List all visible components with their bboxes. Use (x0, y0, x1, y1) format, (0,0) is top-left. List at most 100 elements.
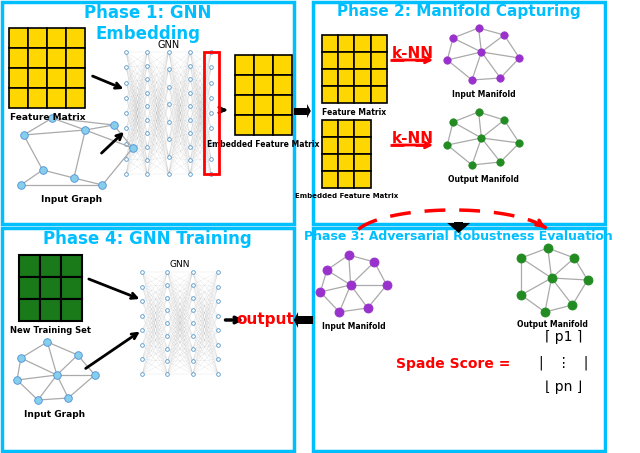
Point (72, 352, 83, 359)
Point (213, 341, 223, 348)
Point (137, 341, 147, 348)
Bar (204, 52, 219, 174)
Point (495, 159, 506, 166)
Point (90, 371, 100, 379)
Point (163, 307, 173, 314)
Text: New Training Set: New Training Set (10, 326, 91, 335)
Point (38, 166, 48, 173)
Text: Embedded Feature Matrix: Embedded Feature Matrix (207, 140, 319, 149)
Point (164, 170, 174, 178)
Bar (28, 88, 47, 108)
Point (188, 332, 198, 339)
Point (213, 327, 223, 334)
Point (164, 135, 174, 143)
Bar (61, 277, 81, 299)
Point (164, 153, 174, 160)
Point (206, 48, 216, 56)
Point (69, 174, 79, 182)
Text: Input Graph: Input Graph (24, 410, 86, 419)
Point (121, 63, 131, 71)
Bar (298, 316, 313, 324)
Bar (371, 69, 387, 86)
Point (188, 345, 198, 352)
Text: output: output (236, 312, 294, 327)
Bar (273, 75, 292, 95)
Point (137, 312, 147, 319)
Point (163, 345, 173, 352)
Bar (10, 48, 28, 68)
Point (185, 130, 195, 137)
Point (213, 371, 223, 378)
Point (206, 155, 216, 162)
Point (516, 291, 526, 299)
Bar (235, 55, 254, 75)
Point (16, 354, 26, 361)
Point (109, 121, 119, 129)
Bar (2, 228, 294, 451)
Point (137, 268, 147, 275)
Text: Output Manifold: Output Manifold (448, 175, 519, 184)
Text: ⌊ pn ⌋: ⌊ pn ⌋ (545, 380, 582, 394)
Point (448, 34, 458, 42)
Point (137, 371, 147, 378)
Bar (10, 68, 28, 88)
Polygon shape (294, 312, 298, 328)
Polygon shape (307, 104, 311, 118)
Point (121, 79, 131, 86)
Point (185, 89, 195, 96)
Point (121, 140, 131, 147)
Bar (355, 35, 371, 52)
Point (547, 275, 557, 282)
Bar (355, 69, 371, 86)
Bar (273, 115, 292, 135)
Bar (355, 171, 371, 188)
Point (142, 157, 152, 164)
Point (80, 126, 90, 134)
Point (97, 181, 108, 188)
Bar (235, 115, 254, 135)
Point (582, 276, 593, 284)
Text: Embedded Feature Matrix: Embedded Feature Matrix (295, 193, 398, 199)
Bar (273, 95, 292, 115)
Text: k-NN: k-NN (392, 131, 434, 146)
Bar (28, 68, 47, 88)
Point (63, 395, 74, 402)
Bar (10, 28, 28, 48)
Point (121, 48, 131, 56)
Bar (235, 95, 254, 115)
Point (334, 308, 344, 316)
Bar (339, 86, 355, 103)
Point (206, 63, 216, 71)
Point (137, 283, 147, 290)
Bar (40, 299, 61, 321)
Text: Input Graph: Input Graph (40, 195, 102, 204)
Point (213, 268, 223, 275)
Bar (273, 55, 292, 75)
Point (476, 135, 486, 142)
Point (185, 170, 195, 178)
Point (206, 140, 216, 147)
Bar (339, 120, 355, 137)
Bar (339, 154, 355, 171)
Point (142, 170, 152, 178)
Point (567, 301, 577, 308)
Point (163, 281, 173, 289)
Point (213, 356, 223, 363)
Bar (339, 35, 355, 52)
Point (164, 66, 174, 73)
Point (52, 371, 62, 379)
Point (164, 83, 174, 91)
Point (142, 48, 152, 56)
Bar (339, 52, 355, 69)
Bar (67, 28, 85, 48)
Text: Phase 1: GNN
Embedding: Phase 1: GNN Embedding (84, 4, 212, 43)
Point (185, 157, 195, 164)
Text: Input Manifold: Input Manifold (451, 90, 515, 99)
Point (467, 77, 477, 84)
Point (363, 304, 373, 312)
Text: Spade Score =: Spade Score = (396, 357, 510, 371)
Point (514, 140, 524, 147)
Text: Phase 2: Manifold Capturing: Phase 2: Manifold Capturing (337, 4, 580, 19)
Point (188, 268, 198, 275)
Point (213, 312, 223, 319)
